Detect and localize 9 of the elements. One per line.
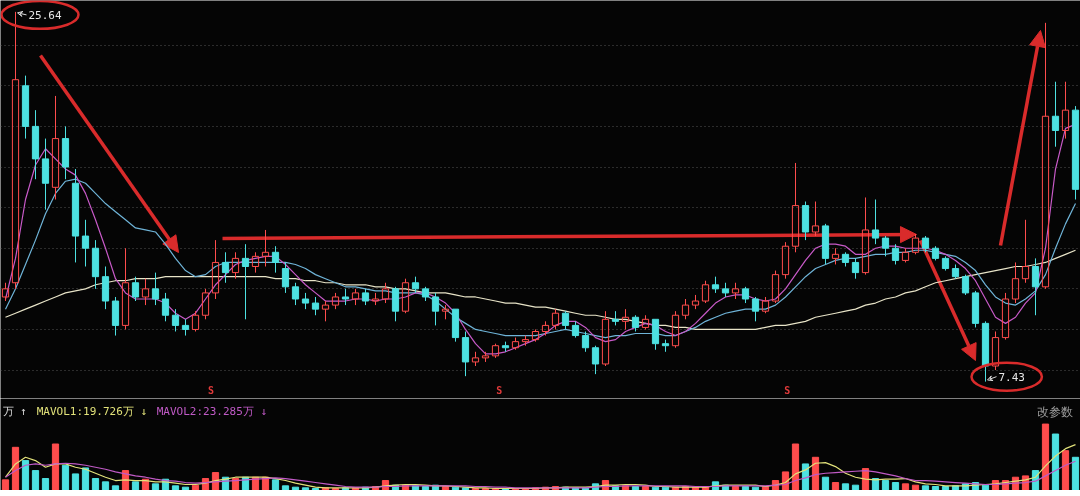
text: MAVOL1:19.726万 ↓ bbox=[36, 405, 148, 418]
text: MAVOL2:23.285万 ↓ bbox=[156, 405, 268, 418]
annotation: S bbox=[208, 385, 215, 396]
text: 万 ↑ bbox=[2, 405, 27, 418]
annotation: 25.64 bbox=[28, 8, 62, 22]
annotation: S bbox=[496, 385, 503, 396]
text: 改参数 bbox=[1036, 404, 1073, 419]
annotation: S bbox=[784, 385, 791, 396]
annotation: 7.43 bbox=[998, 370, 1025, 384]
